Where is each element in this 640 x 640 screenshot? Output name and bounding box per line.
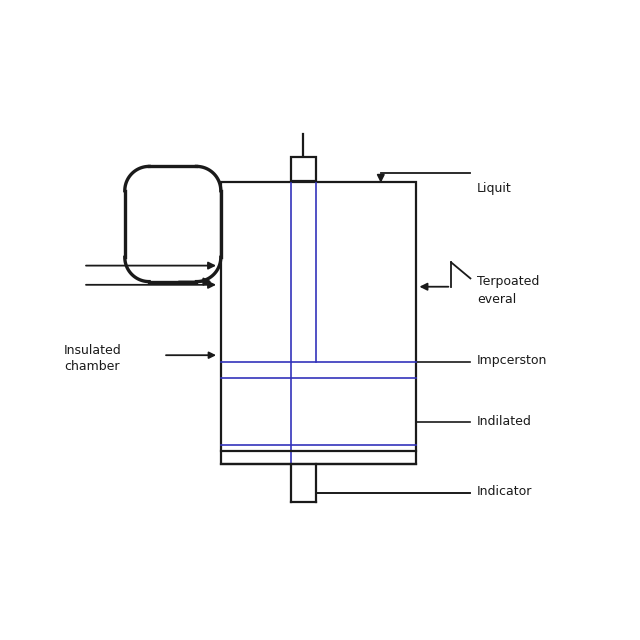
Bar bbox=[221, 182, 416, 464]
Text: Terpoated: Terpoated bbox=[477, 275, 539, 288]
Text: chamber: chamber bbox=[64, 360, 120, 373]
Text: Indilated: Indilated bbox=[477, 415, 532, 428]
Bar bbox=[291, 157, 316, 181]
Text: Liquit: Liquit bbox=[477, 182, 511, 195]
Text: Indicator: Indicator bbox=[477, 485, 532, 498]
Text: Impcerston: Impcerston bbox=[477, 354, 547, 367]
Text: everal: everal bbox=[477, 293, 516, 306]
Text: Insulated: Insulated bbox=[64, 344, 122, 357]
